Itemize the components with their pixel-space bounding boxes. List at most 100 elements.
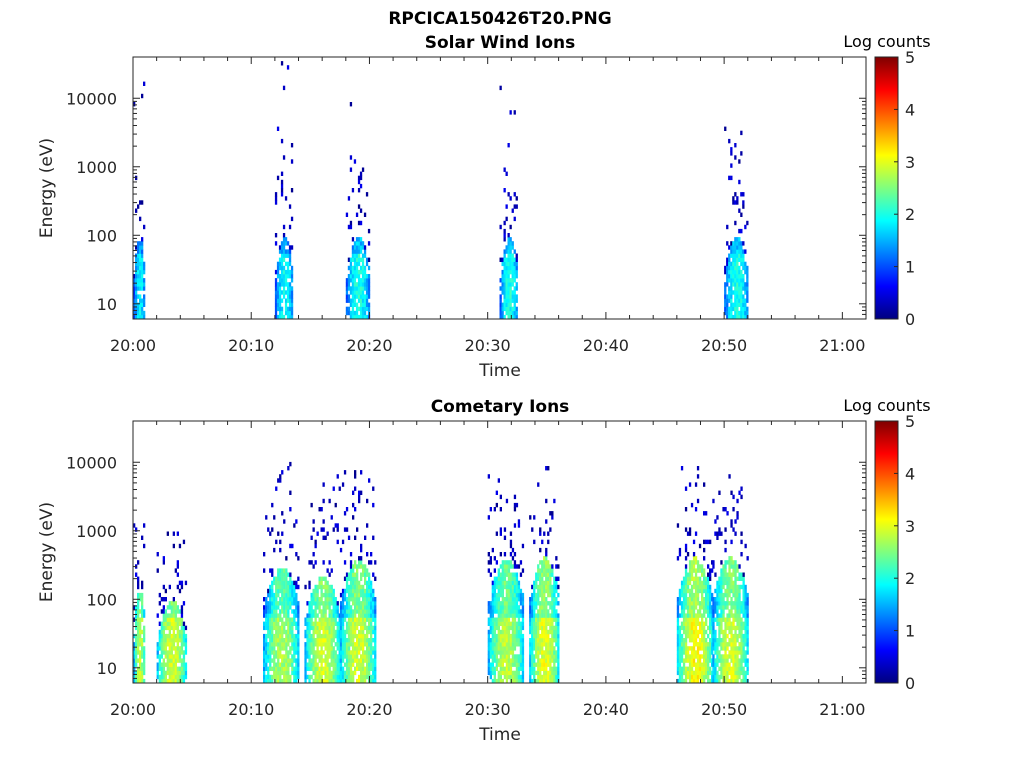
cometary-cell — [360, 674, 363, 680]
solar-wind-cell — [357, 220, 361, 226]
solar-wind-cell — [288, 253, 292, 258]
cometary-cell — [696, 642, 700, 647]
cometary-cell — [696, 617, 700, 622]
cometary-cell — [295, 580, 298, 586]
cometary-cell — [174, 609, 177, 614]
cometary-cell — [678, 654, 682, 659]
cometary-cell — [164, 638, 167, 643]
cometary-cell — [164, 678, 167, 684]
cometary-cell — [707, 572, 710, 577]
solar-wind-cell — [355, 290, 359, 295]
solar-wind-cell — [728, 298, 731, 303]
cometary-cell — [320, 527, 323, 532]
cometary-cell — [718, 674, 721, 680]
cometary-cell — [297, 613, 300, 618]
cometary-cell — [330, 609, 333, 614]
cometary-cell — [182, 621, 186, 626]
cometary-cell — [273, 576, 276, 581]
cometary-cell — [553, 638, 556, 643]
cometary-cell — [703, 539, 706, 545]
cometary-cell — [291, 638, 294, 643]
solar-wind-cell — [290, 269, 294, 275]
cometary-cell — [707, 646, 710, 651]
cometary-cell — [535, 633, 538, 639]
cometary-cell — [517, 674, 521, 680]
cometary-cell — [537, 670, 540, 676]
cometary-cell — [740, 650, 743, 655]
cometary-cell — [720, 629, 723, 635]
cometary-cell — [312, 633, 315, 639]
cometary-cell — [537, 633, 540, 639]
cometary-cell — [330, 625, 333, 631]
solar-wind-cell — [282, 314, 286, 320]
cometary-cell — [265, 646, 268, 651]
cometary-cell — [364, 621, 367, 626]
cometary-cell — [541, 642, 544, 647]
cometary-cell — [156, 613, 159, 618]
cometary-cell — [143, 662, 146, 667]
cometary-cell — [356, 642, 359, 647]
cometary-cell — [141, 617, 144, 622]
cometary-cell — [746, 633, 749, 639]
cometary-cell — [545, 658, 548, 663]
cometary-cell — [135, 605, 138, 610]
cometary-cell — [332, 527, 335, 532]
cometary-cell — [703, 650, 706, 655]
cometary-cell — [360, 662, 363, 667]
solar-wind-cell — [367, 290, 371, 295]
cometary-cell — [703, 674, 706, 680]
cometary-cell — [349, 605, 353, 610]
cometary-cell — [690, 638, 694, 643]
cometary-cell — [352, 662, 355, 667]
cometary-cell — [360, 678, 363, 684]
cometary-cell — [273, 580, 276, 586]
cometary-cell — [368, 670, 371, 676]
solar-wind-cell — [515, 314, 518, 320]
cometary-cell — [696, 662, 700, 667]
solar-wind-cell — [732, 261, 735, 267]
cometary-cell — [349, 584, 353, 590]
cometary-cell — [283, 580, 286, 586]
cometary-cell — [692, 654, 696, 659]
cometary-cell — [328, 560, 331, 565]
cometary-cell — [273, 638, 276, 643]
cometary-cell — [164, 633, 167, 639]
cometary-cell — [308, 601, 311, 606]
cometary-cell — [553, 592, 556, 598]
solar-wind-cell — [278, 314, 282, 320]
cometary-cell — [692, 564, 696, 569]
solar-wind-cell — [507, 294, 510, 299]
cometary-cell — [724, 617, 727, 622]
cometary-cell — [324, 576, 327, 581]
cometary-cell — [705, 539, 708, 545]
cometary-cell — [374, 638, 377, 643]
cometary-cell — [499, 633, 502, 639]
cometary-cell — [277, 588, 280, 594]
solar-wind-cell — [280, 249, 284, 254]
cometary-colorbar-label: Log counts — [843, 396, 930, 415]
cometary-cell — [718, 601, 721, 606]
cometary-cell — [746, 629, 749, 635]
cometary-cell — [316, 584, 319, 590]
cometary-cell — [684, 543, 688, 549]
cometary-cell — [535, 601, 538, 606]
cometary-cell — [692, 646, 696, 651]
cometary-cell — [308, 613, 311, 618]
cometary-cell — [281, 576, 284, 581]
cometary-cell — [487, 609, 490, 614]
solar-wind-cell — [732, 245, 735, 250]
solar-wind-cell — [734, 298, 737, 303]
cometary-cell — [312, 642, 315, 647]
cometary-cell — [531, 592, 534, 598]
cometary-cell — [137, 601, 140, 606]
cometary-cell — [332, 625, 335, 631]
cometary-cell — [537, 646, 540, 651]
cometary-cell — [545, 466, 548, 471]
cometary-cell — [172, 621, 175, 626]
cometary-cell — [372, 572, 375, 577]
solar-wind-cell — [278, 302, 282, 307]
solar-wind-cell — [286, 310, 290, 316]
cometary-cell — [289, 621, 292, 626]
cometary-cell — [341, 621, 345, 626]
cometary-cell — [349, 625, 353, 631]
